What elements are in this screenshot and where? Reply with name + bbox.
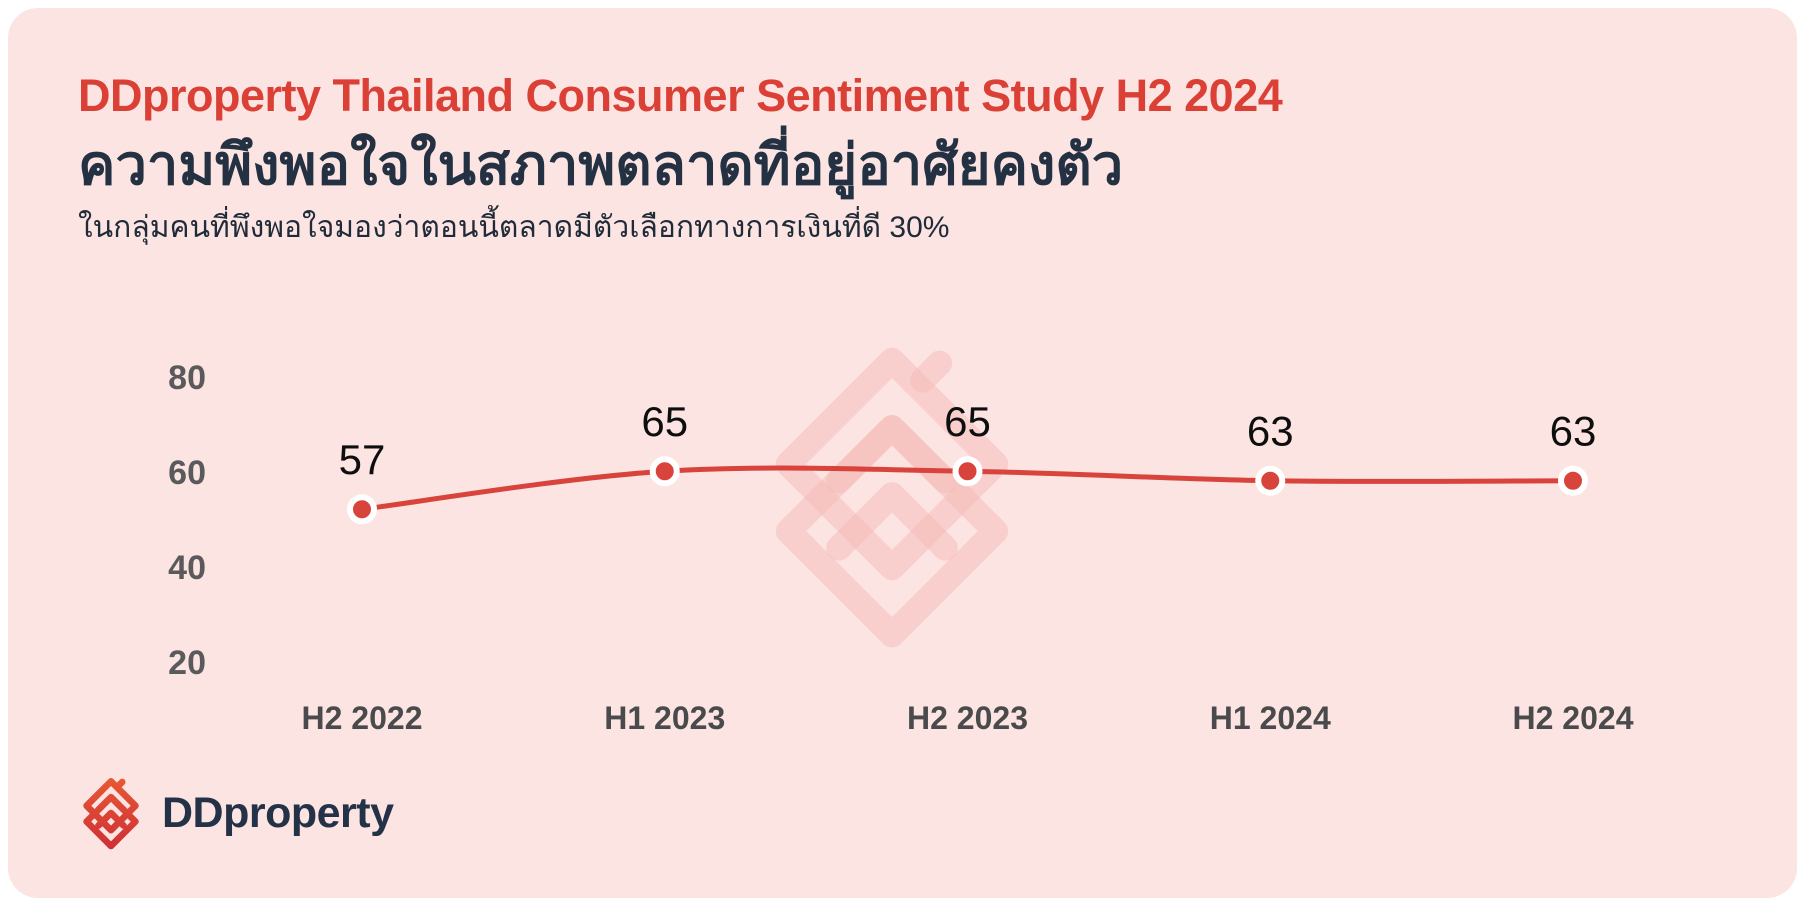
x-axis-label: H1 2023 [604, 700, 725, 736]
report-title: DDproperty Thailand Consumer Sentiment S… [78, 70, 1283, 121]
data-point [1255, 465, 1286, 496]
y-tick-label: 40 [168, 549, 206, 587]
infographic-card: DDproperty Thailand Consumer Sentiment S… [8, 8, 1797, 898]
brand-logo-text: DDproperty [162, 788, 394, 837]
data-point-label: 63 [1247, 407, 1294, 454]
data-point-label: 57 [339, 436, 386, 483]
x-axis-label: H2 2022 [302, 700, 423, 736]
x-axis-label: H2 2023 [907, 700, 1028, 736]
data-point [649, 456, 680, 487]
data-point-label: 65 [944, 398, 991, 445]
data-point [1558, 465, 1588, 496]
y-tick-label: 20 [168, 644, 206, 682]
x-axis-label: H2 2024 [1513, 700, 1634, 736]
data-point [347, 494, 377, 525]
data-point-label: 65 [641, 398, 688, 445]
x-axis-label: H1 2024 [1210, 700, 1331, 736]
dd-chevron-house-icon [78, 776, 144, 850]
data-point-label: 63 [1550, 407, 1597, 454]
y-tick-label: 60 [168, 454, 206, 492]
brand-logo: DDproperty [78, 776, 394, 850]
y-tick-label: 80 [168, 359, 206, 397]
data-point [952, 456, 983, 487]
page-title: ความพึงพอใจในสภาพตลาดที่อยู่อาศัยคงตัว [78, 133, 1124, 196]
sentiment-line-chart: 80 60 40 20 H2 2022 H1 2023 H2 2023 H1 2024 H2 2… [168, 8, 1634, 736]
page-subtitle: ในกลุ่มคนที่พึงพอใจมองว่าตอนนี้ตลาดมีตัว… [78, 211, 950, 244]
